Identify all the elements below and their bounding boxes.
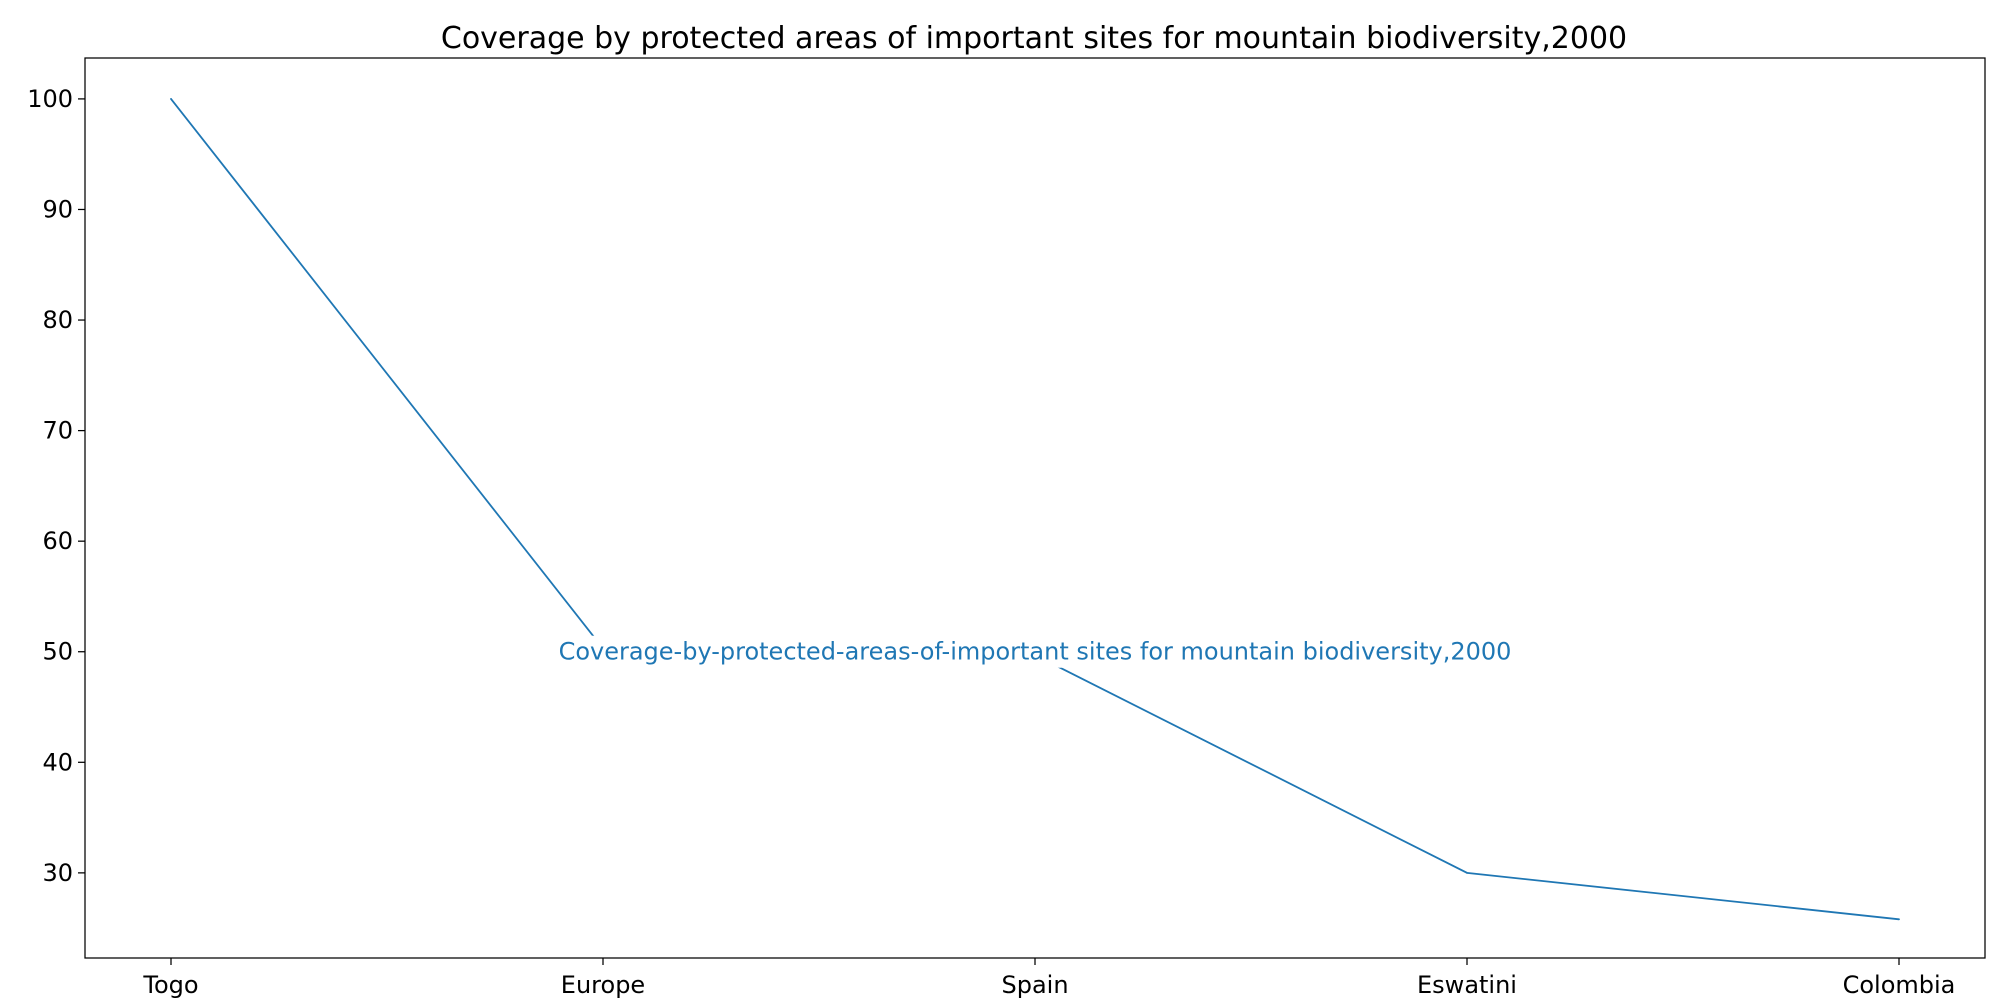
x-tick-label: Europe [561, 971, 645, 999]
y-tick-label: 100 [27, 85, 73, 113]
y-tick-label: 90 [42, 195, 73, 223]
y-tick-label: 50 [42, 638, 73, 666]
x-tick-label: Spain [1001, 971, 1068, 999]
annotation-layer: Coverage-by-protected-areas-of-important… [556, 635, 1514, 668]
y-tick-label: 80 [42, 306, 73, 334]
y-tick-label: 70 [42, 417, 73, 445]
y-tick-label: 30 [42, 859, 73, 887]
annotation-background [556, 635, 1514, 668]
x-axis: Togo Europe Spain Eswatini Colombia [142, 958, 1955, 999]
series-annotation: Coverage-by-protected-areas-of-important… [559, 638, 1512, 666]
data-point [1466, 871, 1468, 874]
chart-title: Coverage by protected areas of important… [441, 21, 1627, 56]
plot-area [84, 57, 1986, 959]
x-tick-label: Togo [142, 971, 198, 999]
x-tick-label: Colombia [1843, 971, 1956, 999]
y-tick-label: 40 [42, 748, 73, 776]
data-point [170, 98, 172, 100]
y-axis: 30 40 50 60 70 80 90 100 [27, 85, 85, 887]
y-tick-label: 60 [42, 527, 73, 555]
x-tick-label: Eswatini [1417, 971, 1517, 999]
data-point [1898, 918, 1900, 921]
